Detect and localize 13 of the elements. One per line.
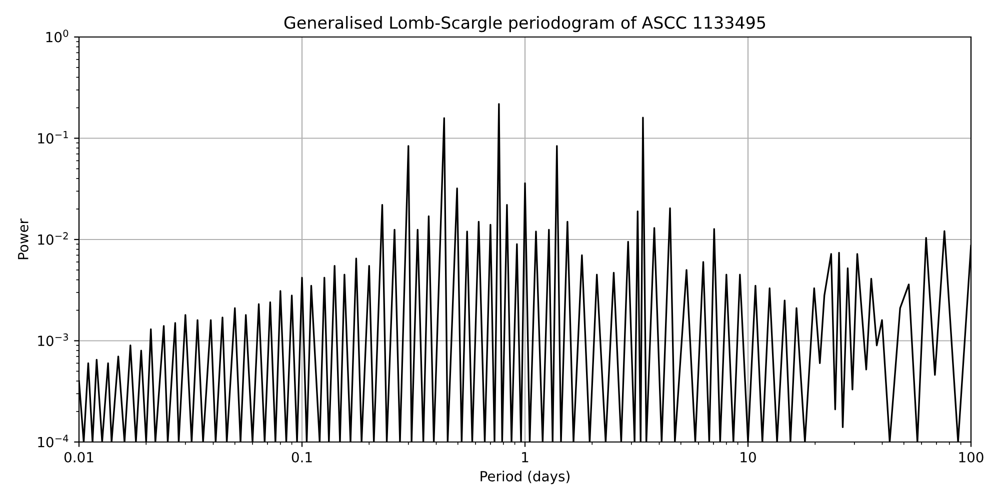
y-tick-label: 10$^{−1}$: [38, 131, 68, 144]
y-axis-title: Power: [18, 218, 28, 260]
x-tick-label: 100: [959, 452, 984, 462]
y-tick-label: 10$^{0}$: [46, 30, 68, 42]
x-tick-label: 0.1: [292, 452, 312, 462]
x-tick-label: 1: [522, 452, 528, 462]
y-tick-label: 10$^{−2}$: [38, 232, 68, 245]
x-tick-label: 10: [740, 452, 756, 462]
y-tick-label: 10$^{−3}$: [38, 333, 68, 346]
x-axis-title: Period (days): [480, 470, 570, 484]
chart-title: Generalised Lomb-Scargle periodogram of ASCC 1133495: [284, 16, 766, 32]
x-tick-label: 0.01: [64, 452, 94, 462]
y-tick-label: 10$^{−4}$: [38, 434, 68, 448]
